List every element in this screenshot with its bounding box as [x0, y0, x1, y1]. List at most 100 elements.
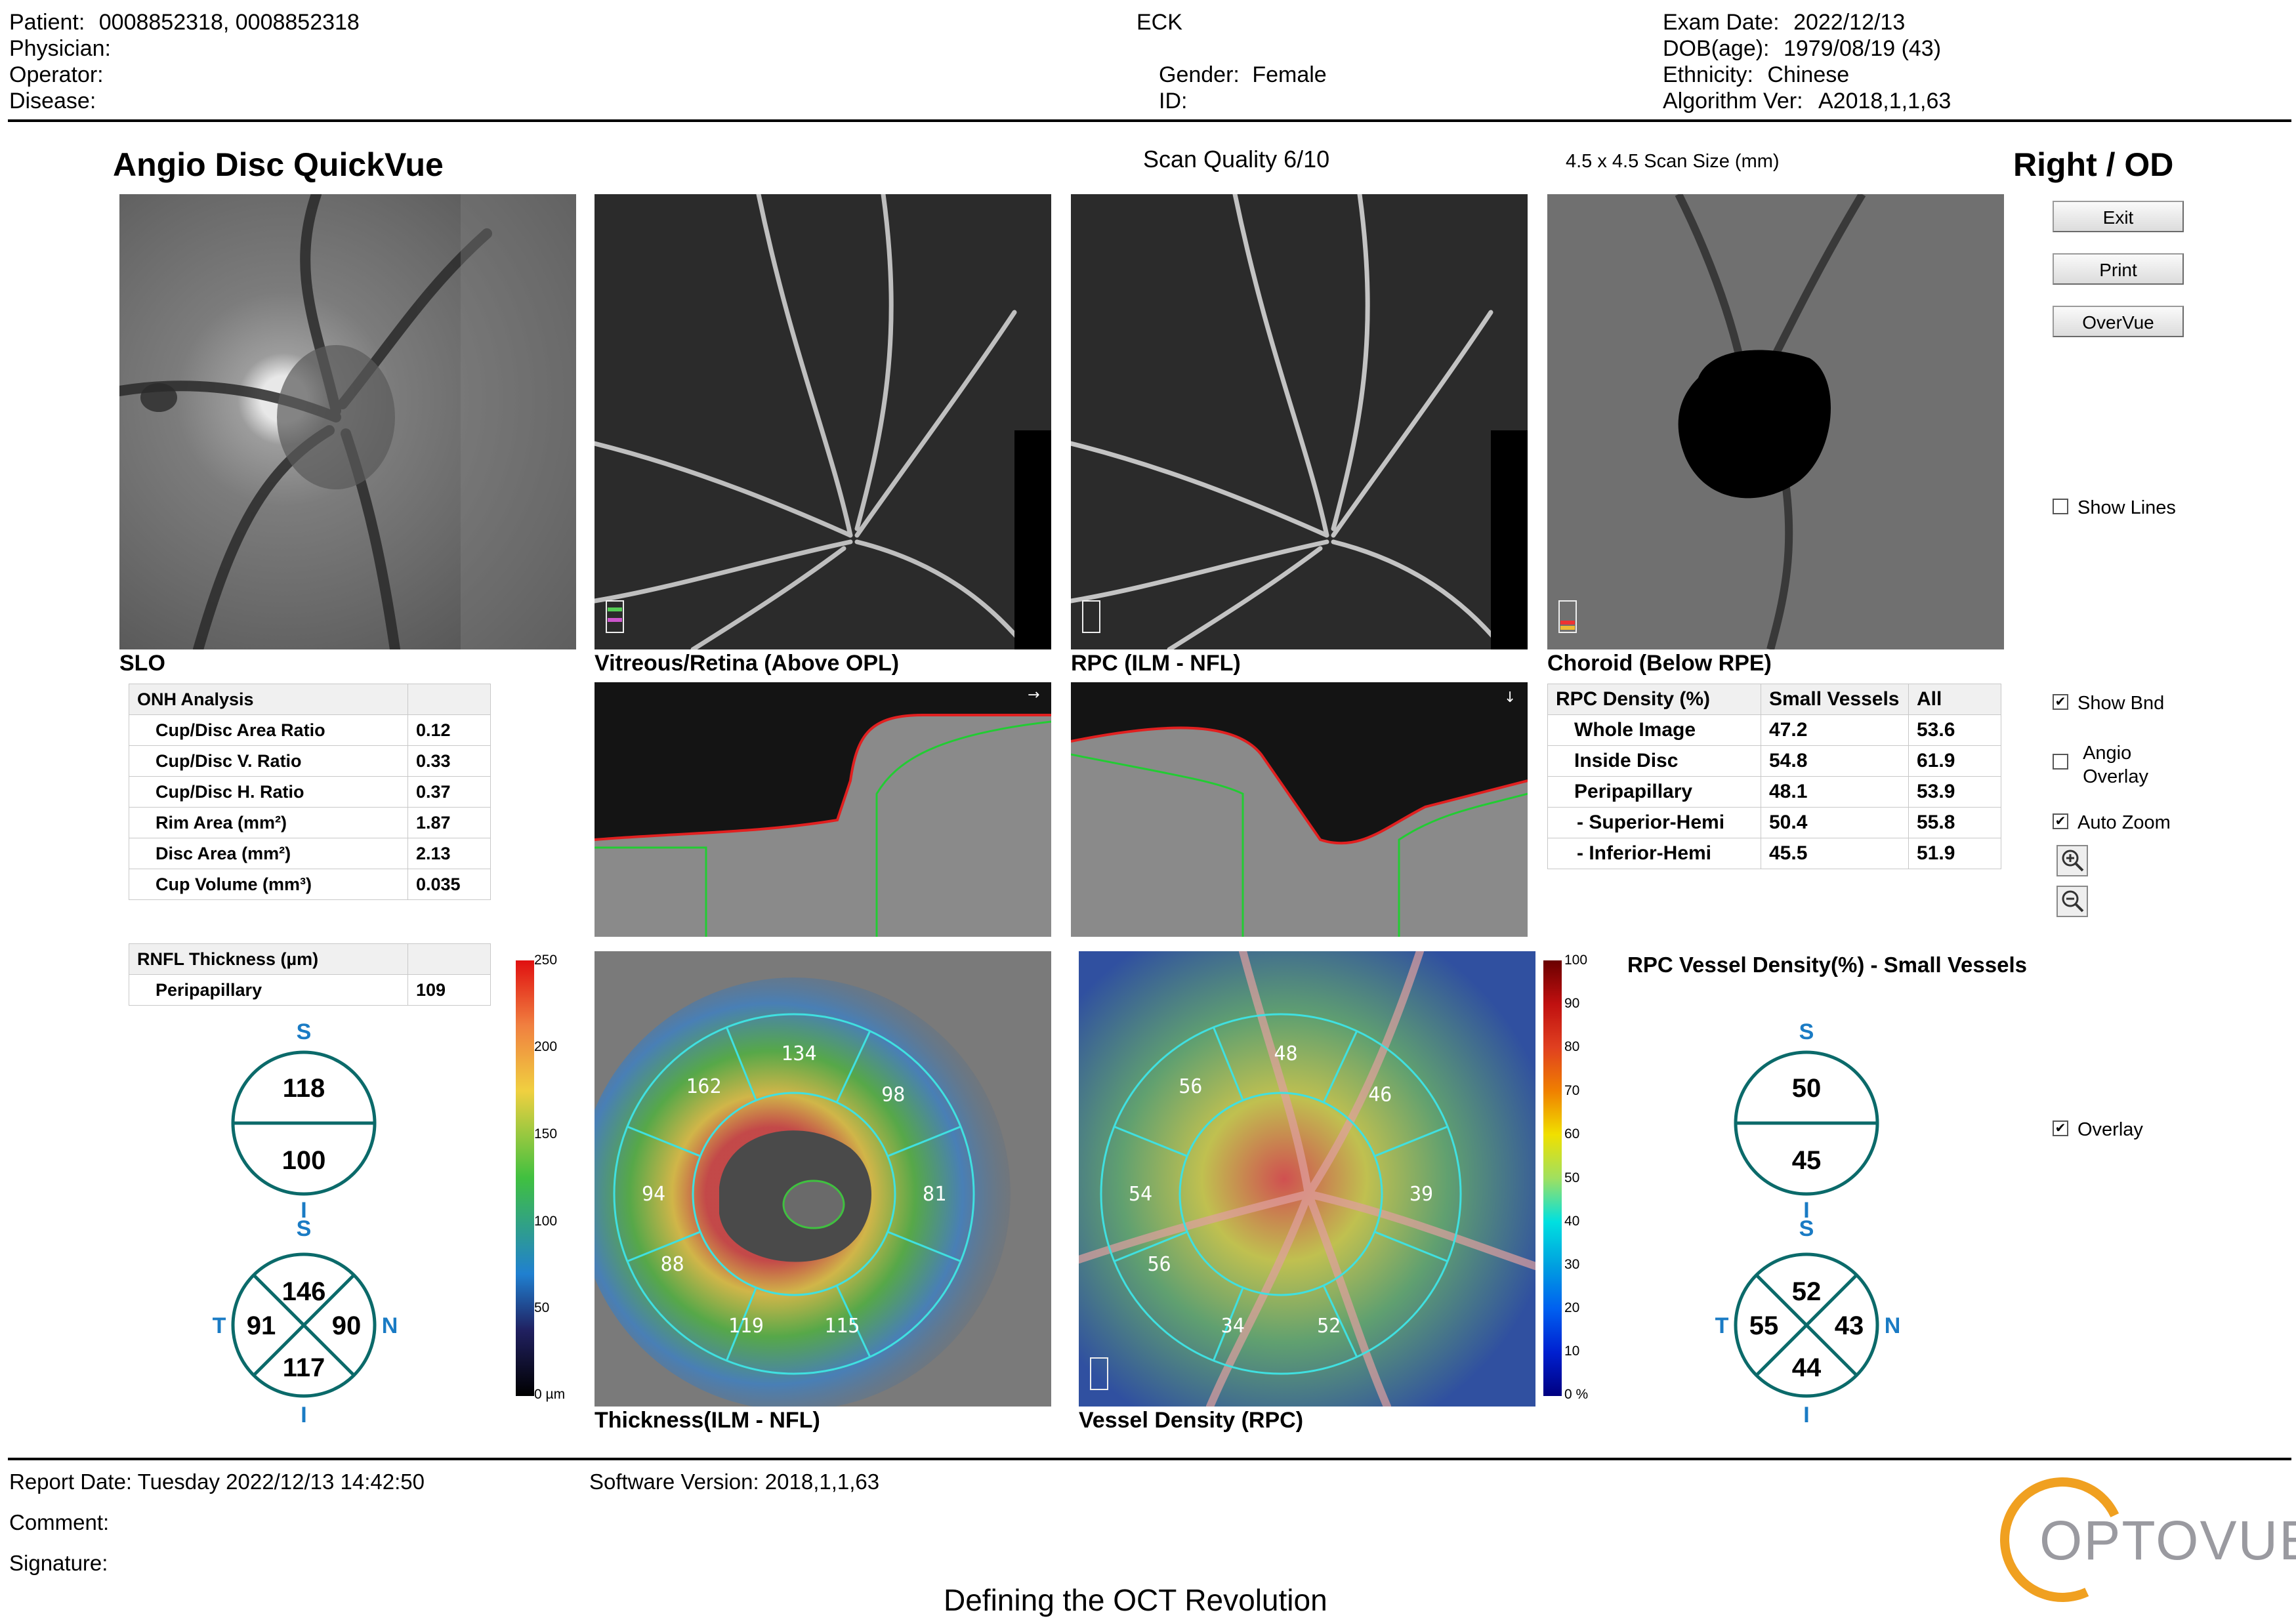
- rpc-row-label: Whole Image: [1547, 714, 1761, 746]
- rpc-row-label: - Inferior-Hemi: [1547, 838, 1761, 869]
- onh-row-value: 0.12: [407, 714, 491, 746]
- scale-tick: 250: [534, 953, 558, 968]
- thick-hemi-i-label: I: [301, 1198, 306, 1223]
- thickness-spoke: [725, 1287, 757, 1361]
- auto-zoom-checkbox[interactable]: ✔ Auto Zoom: [2053, 812, 2171, 834]
- zoom-in-button[interactable]: [2056, 845, 2088, 876]
- thickness-sector-label: 94: [642, 1183, 665, 1206]
- density-spoke: [1212, 1287, 1244, 1361]
- scale-tick: 100: [534, 1214, 558, 1229]
- show-lines-box[interactable]: [2053, 499, 2068, 515]
- thickness-map-graphic: 162 134 98 94 81 88 119 115: [595, 977, 1011, 1407]
- onh-row-value: 1.87: [407, 807, 491, 838]
- angio-overlay-box[interactable]: [2053, 754, 2068, 770]
- density-sector-label: 54: [1129, 1183, 1152, 1206]
- onh-row-label: Cup/Disc V. Ratio: [129, 745, 408, 777]
- density-color-scale: [1543, 960, 1562, 1396]
- onh-row-value: 2.13: [407, 838, 491, 869]
- overlay-label: Overlay: [2077, 1119, 2143, 1140]
- rnfl-header: RNFL Thickness (µm): [129, 943, 408, 975]
- rpc-header-row: RPC Density (%) Small Vessels All: [1547, 684, 2001, 715]
- show-bnd-checkbox[interactable]: ✔ Show Bnd: [2053, 693, 2164, 714]
- show-bnd-box[interactable]: ✔: [2053, 694, 2068, 710]
- vd-quad-n-label: N: [1885, 1313, 1901, 1338]
- scale-tick: 10: [1564, 1344, 1580, 1359]
- rpc-row-small: 45.5: [1761, 838, 1909, 869]
- signature-label: Signature:: [9, 1551, 108, 1575]
- thickness-sector-label: 81: [923, 1183, 946, 1206]
- density-spoke: [1374, 1231, 1448, 1263]
- dob-line: DOB(age): 1979/08/19 (43): [1663, 35, 1941, 62]
- rpc-row-label: Peripapillary: [1547, 776, 1761, 808]
- caption-vitreous: Vitreous/Retina (Above OPL): [595, 651, 900, 676]
- rpc-row-small: 48.1: [1761, 776, 1909, 808]
- ethnicity-value: Chinese: [1767, 62, 1850, 87]
- print-button[interactable]: Print: [2053, 253, 2184, 285]
- onh-row-value: 0.035: [407, 869, 491, 900]
- optovue-logo: OPTOVUE: [2039, 1510, 2296, 1571]
- scale-tick: 50: [534, 1300, 550, 1315]
- thickness-spoke: [887, 1231, 961, 1263]
- physician-label: Physician:: [9, 36, 111, 61]
- rnfl-row-value: 109: [407, 974, 491, 1006]
- thick-quad-t-label: T: [213, 1313, 226, 1338]
- thickness-spoke: [835, 1031, 871, 1103]
- thick-quad-inferior: 117: [283, 1353, 325, 1382]
- auto-zoom-box[interactable]: ✔: [2053, 813, 2068, 830]
- rpc-header-small: Small Vessels: [1761, 684, 1909, 715]
- zoom-in-icon: [2062, 850, 2084, 872]
- angio-overlay-checkbox[interactable]: Angio Overlay: [2053, 741, 2148, 789]
- density-sector-label: 48: [1274, 1042, 1297, 1065]
- patient-value: 0008852318, 0008852318: [98, 10, 360, 35]
- show-lines-checkbox[interactable]: Show Lines: [2053, 497, 2176, 519]
- exit-button[interactable]: Exit: [2053, 201, 2184, 232]
- slo-vessels: [119, 194, 576, 649]
- density-spoke: [1114, 1125, 1188, 1157]
- onh-header-row: ONH Analysis: [129, 684, 491, 715]
- thick-quad-divider-b: [253, 1274, 355, 1376]
- zoom-out-button[interactable]: [2056, 886, 2088, 917]
- algorithm-label: Algorithm Ver:: [1663, 89, 1803, 113]
- rpc-row-small: 54.8: [1761, 745, 1909, 777]
- scale-tick: 100: [1564, 953, 1588, 968]
- bscan-horizontal-graphic: →: [595, 687, 1051, 937]
- scan-quality: Scan Quality 6/10: [1143, 146, 1330, 173]
- table-row: Cup Volume (mm³) 0.035: [129, 869, 491, 900]
- overlay-box[interactable]: ✔: [2053, 1120, 2068, 1137]
- scale-tick: 0 %: [1564, 1387, 1589, 1402]
- onh-row-value: 0.33: [407, 745, 491, 777]
- scale-tick: 90: [1564, 996, 1580, 1011]
- density-spoke: [1374, 1125, 1448, 1157]
- table-row: Inside Disc 54.8 61.9: [1547, 745, 2001, 777]
- caption-thickness: Thickness(ILM - NFL): [595, 1408, 820, 1433]
- svg-text:↓: ↓: [1504, 689, 1516, 706]
- overvue-button[interactable]: OverVue: [2053, 306, 2184, 337]
- gender-line: Gender: Female: [1159, 62, 1327, 88]
- scale-tick: 200: [534, 1039, 558, 1054]
- onh-row-label: Cup/Disc Area Ratio: [129, 714, 408, 746]
- density-spoke: [1322, 1284, 1358, 1357]
- gender-value: Female: [1252, 62, 1327, 87]
- density-spoke: [1114, 1231, 1188, 1263]
- comment-label: Comment:: [9, 1510, 110, 1534]
- vessel-sector-diagrams: S 50 45 I S 52 55 43 44 T N I: [1715, 1019, 1901, 1428]
- id-label: ID:: [1159, 89, 1188, 113]
- overlay-checkbox[interactable]: ✔ Overlay: [2053, 1119, 2143, 1141]
- onh-row-label: Cup/Disc H. Ratio: [129, 776, 408, 808]
- slo-image: [119, 194, 576, 649]
- exam-date-value: 2022/12/13: [1793, 10, 1906, 35]
- caption-vessel-density: Vessel Density (RPC): [1079, 1408, 1304, 1433]
- density-sector-label: 56: [1148, 1253, 1171, 1276]
- exam-date-line: Exam Date: 2022/12/13: [1663, 9, 1905, 35]
- scan-size: 4.5 x 4.5 Scan Size (mm): [1566, 151, 1780, 172]
- thick-quad-i-label: I: [301, 1403, 306, 1428]
- density-sector-label: 56: [1179, 1075, 1202, 1098]
- rnfl-thickness-table: RNFL Thickness (µm) Peripapillary 109: [129, 943, 491, 1006]
- rpc-row-small: 50.4: [1761, 807, 1909, 838]
- table-row: Rim Area (mm²) 1.87: [129, 807, 491, 838]
- thick-quad-temporal: 91: [247, 1311, 276, 1340]
- algorithm-line: Algorithm Ver: A2018,1,1,63: [1663, 88, 1951, 114]
- scale-tick: 70: [1564, 1083, 1580, 1098]
- thickness-map: 162 134 98 94 81 88 119 115: [595, 951, 1051, 1407]
- thickness-color-scale: [516, 960, 534, 1396]
